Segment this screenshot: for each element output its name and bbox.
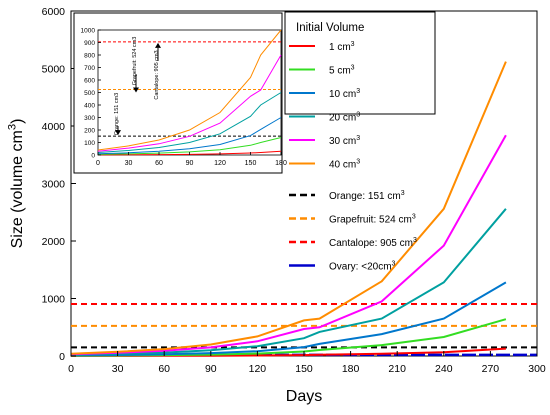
y-tick-label-6: 6000	[42, 6, 66, 18]
inset-annotation-arrowhead-1	[133, 87, 139, 93]
legend-ref-label-2: Cantalope: 905 cm3	[329, 237, 417, 249]
legend-title: Initial Volume	[296, 22, 364, 34]
inset-series-line-4	[97, 54, 282, 152]
legend-ref-label-0: Orange: 151 cm3	[329, 190, 405, 202]
inset-series-line-1	[97, 137, 282, 155]
y-tick-label-0: 0	[59, 351, 65, 363]
inset-y-tick-label-6: 600	[84, 78, 95, 85]
y-axis-label: Size (volume cm3)	[7, 119, 26, 249]
inset-x-tick-label-2: 60	[155, 160, 163, 167]
inset-annotation-label-2: Cantalope: 905 cm3	[154, 50, 160, 99]
legend-box	[284, 11, 436, 115]
series-line-2	[70, 281, 507, 357]
series-line-5	[70, 61, 507, 355]
legend-label-0: 1 cm3	[329, 41, 355, 53]
series-line-3	[70, 208, 507, 356]
inset-x-tick-label-3: 90	[186, 160, 194, 167]
inset-y-tick-label-7: 700	[84, 65, 95, 72]
x-tick-label-7: 210	[388, 363, 406, 375]
inset-series-line-0	[97, 150, 282, 156]
x-tick-label-2: 60	[158, 363, 170, 375]
legend-ref-label-3: Ovary: <20cm3	[329, 261, 396, 273]
x-tick-label-10: 300	[528, 363, 546, 375]
inset-y-tick-label-4: 400	[84, 103, 95, 110]
x-tick-label-0: 0	[68, 363, 74, 375]
x-tick-label-6: 180	[342, 363, 360, 375]
inset-annotation-label-1: Grapefruit: 524 cm3	[132, 37, 138, 86]
inset-box	[73, 12, 283, 174]
inset-annotation-arrowhead-2	[155, 42, 161, 48]
inset-y-tick-label-3: 300	[84, 115, 95, 122]
x-tick-label-9: 270	[482, 363, 500, 375]
inset-y-tick-label-10: 1000	[81, 28, 96, 35]
y-tick-label-2: 2000	[42, 236, 66, 248]
inset-annotation-arrowhead-0	[115, 130, 121, 136]
inset-y-tick-label-5: 500	[84, 90, 95, 97]
inset-x-tick-label-0: 0	[96, 160, 100, 167]
legend-ref-label-1: Grapefruit: 524 cm3	[329, 214, 416, 226]
inset-y-tick-label-8: 800	[84, 53, 95, 60]
x-tick-label-4: 120	[249, 363, 267, 375]
x-tick-label-8: 240	[435, 363, 453, 375]
inset-y-tick-label-1: 100	[84, 140, 95, 147]
inset-series-line-5	[97, 29, 282, 151]
inset-annotation-label-0: Orange: 151 cm3	[114, 93, 120, 136]
x-tick-label-5: 150	[295, 363, 313, 375]
inset-x-tick-label-1: 30	[125, 160, 133, 167]
inset-x-tick-label-4: 120	[214, 160, 226, 167]
inset-y-tick-label-2: 200	[84, 128, 95, 135]
inset-series-line-3	[97, 92, 282, 153]
legend-label-2: 10 cm3	[329, 88, 360, 100]
inset-series-line-2	[97, 117, 282, 155]
legend-label-5: 40 cm3	[329, 159, 360, 171]
inset-y-tick-label-9: 900	[84, 40, 95, 47]
legend-label-4: 30 cm3	[329, 135, 360, 147]
x-tick-label-3: 90	[205, 363, 217, 375]
inset-x-tick-label-5: 150	[245, 160, 257, 167]
legend-label-1: 5 cm3	[329, 65, 355, 77]
y-tick-label-4: 4000	[42, 121, 66, 133]
legend-label-3: 20 cm3	[329, 112, 360, 124]
y-tick-label-3: 3000	[42, 179, 66, 191]
inset-x-tick-label-6: 180	[275, 160, 287, 167]
x-axis-label: Days	[286, 388, 322, 405]
x-tick-label-1: 30	[112, 363, 124, 375]
y-tick-label-1: 1000	[42, 294, 66, 306]
y-tick-label-5: 5000	[42, 64, 66, 76]
inset-y-tick-label-0: 0	[91, 153, 95, 160]
series-line-4	[70, 134, 507, 356]
